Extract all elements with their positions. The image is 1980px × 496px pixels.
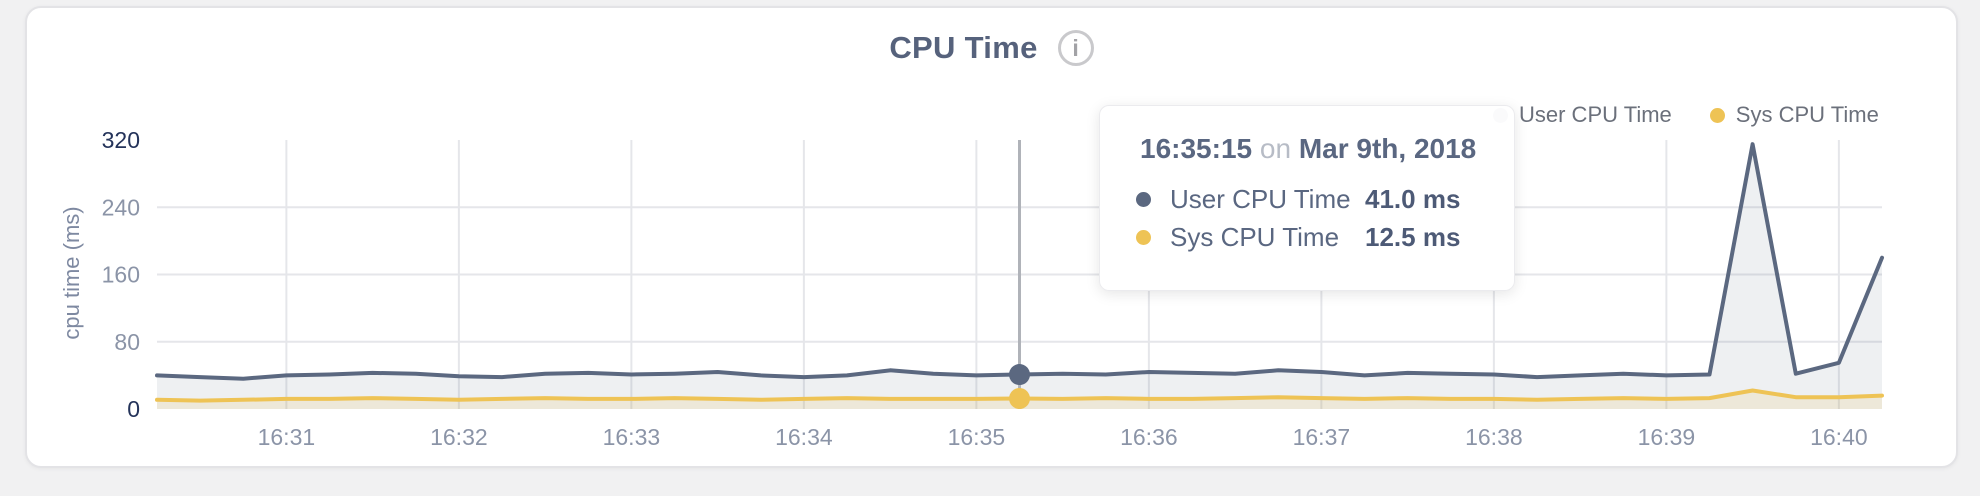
chart-header: CPU Time i (27, 30, 1956, 66)
tooltip-conjunction: on (1259, 133, 1292, 164)
x-tick-label: 16:33 (603, 424, 661, 450)
tooltip-value-sys: 12.5 ms (1365, 221, 1461, 252)
y-tick-label: 0 (127, 396, 140, 422)
tooltip-label-user: User CPU Time (1170, 183, 1351, 214)
sys-hover-marker (1009, 387, 1030, 409)
x-tick-label: 16:39 (1638, 424, 1696, 450)
legend-item-user-cpu-time[interactable]: User CPU Time (1493, 102, 1672, 128)
chart-legend: User CPU Time Sys CPU Time (1493, 102, 1879, 128)
chart-plot-area[interactable]: 16:31 16:32 16:33 16:34 16:35 16:36 16:37 16:38… (27, 8, 1960, 470)
tooltip-value-user: 41.0 ms (1365, 183, 1461, 214)
x-tick-label: 16:37 (1293, 424, 1351, 450)
x-tick-label: 16:40 (1810, 424, 1868, 450)
user-series-dot-icon (1136, 191, 1151, 207)
info-icon-glyph: i (1072, 34, 1079, 61)
x-tick-label: 16:35 (948, 424, 1006, 450)
x-tick-label: 16:34 (775, 424, 833, 450)
y-tick-label: 240 (102, 194, 140, 220)
y-tick-label: 160 (102, 262, 140, 288)
x-tick-label: 16:38 (1465, 424, 1523, 450)
legend-label-sys: Sys CPU Time (1735, 102, 1879, 127)
legend-label-user: User CPU Time (1519, 102, 1672, 127)
cpu-time-chart-card: CPU Time i cpu time (ms) User CPU Time S… (25, 6, 1958, 468)
chart-tooltip: 16:35:15 on Mar 9th, 2018 User CPU Time … (1099, 105, 1515, 291)
legend-item-sys-cpu-time[interactable]: Sys CPU Time (1709, 102, 1879, 128)
legend-dot-sys-icon (1709, 107, 1725, 123)
sys-series-dot-icon (1136, 229, 1151, 245)
x-tick-label: 16:31 (258, 424, 316, 450)
tooltip-time: 16:35:15 (1140, 133, 1253, 164)
tooltip-label-sys: Sys CPU Time (1170, 221, 1340, 252)
tooltip-row-user: User CPU Time 41.0 ms (1136, 180, 1486, 218)
info-icon[interactable]: i (1057, 30, 1094, 66)
user-hover-marker (1009, 364, 1030, 386)
tooltip-header: 16:35:15 on Mar 9th, 2018 (1140, 132, 1486, 166)
y-tick-label: 80 (114, 329, 140, 355)
chart-title: CPU Time (889, 30, 1038, 65)
x-tick-label: 16:36 (1120, 424, 1178, 450)
x-tick-label: 16:32 (430, 424, 488, 450)
tooltip-row-sys: Sys CPU Time 12.5 ms (1136, 218, 1486, 256)
tooltip-date: Mar 9th, 2018 (1298, 133, 1477, 164)
y-tick-label: 320 (102, 127, 140, 153)
user-cpu-area (157, 144, 1882, 409)
